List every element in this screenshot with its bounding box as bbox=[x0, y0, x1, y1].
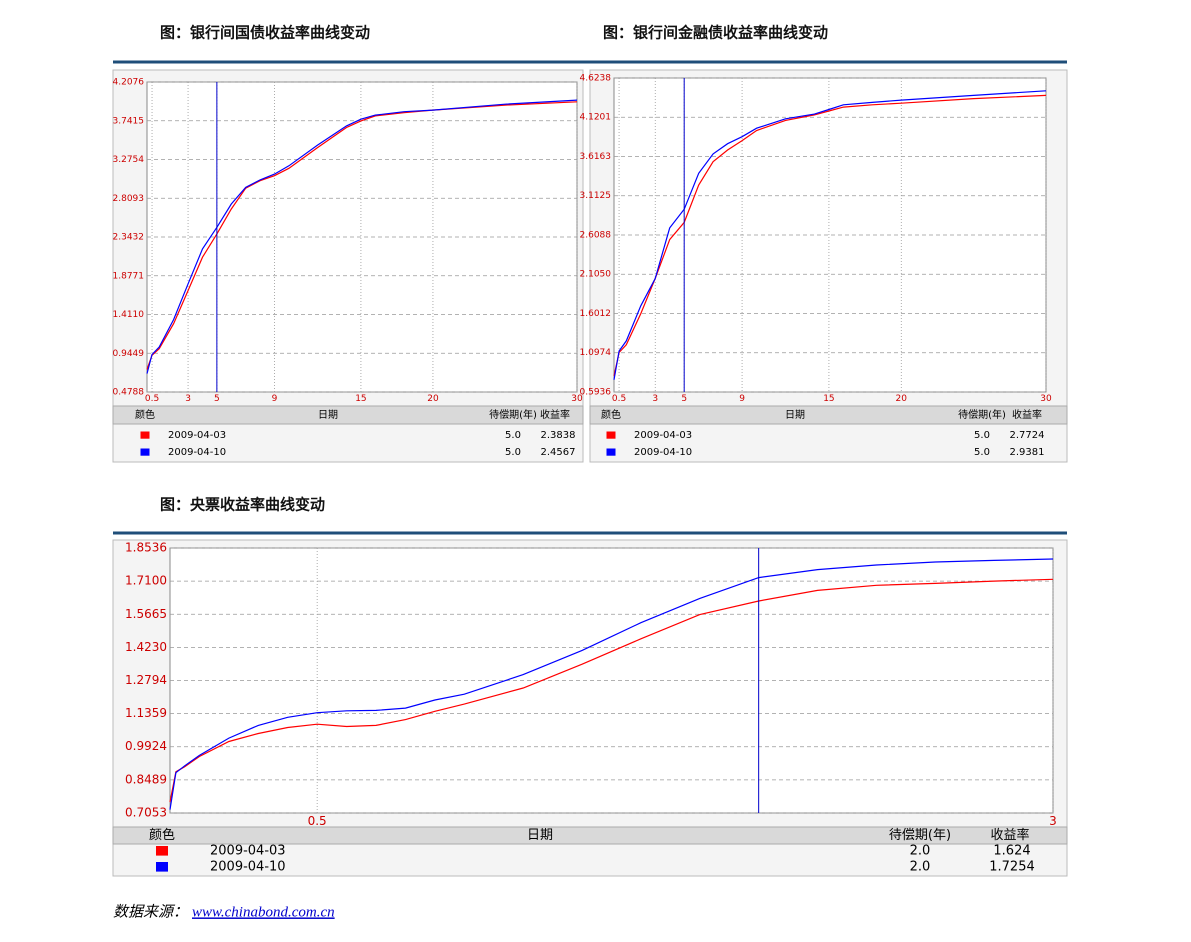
table-column: 待偿期(年) bbox=[958, 408, 1006, 421]
source-link[interactable]: www.chinabond.com.cn bbox=[192, 904, 335, 920]
table-cell: 2.7724 bbox=[1010, 430, 1045, 441]
legend-swatch bbox=[156, 862, 168, 872]
table-column: 颜色 bbox=[149, 827, 175, 843]
table-column: 日期 bbox=[785, 409, 805, 421]
table-cell: 1.624 bbox=[993, 844, 1030, 859]
y-tick-label: 1.8771 bbox=[113, 271, 145, 281]
chart-title: 图：银行间金融债收益率曲线变动 bbox=[603, 24, 828, 42]
table-column: 日期 bbox=[318, 409, 338, 421]
y-tick-label: 4.1201 bbox=[580, 113, 612, 123]
x-tick-label: 3 bbox=[185, 394, 191, 404]
y-tick-label: 2.3432 bbox=[113, 233, 145, 243]
x-tick-label: 20 bbox=[427, 394, 439, 404]
table-column: 颜色 bbox=[601, 408, 621, 421]
y-tick-label: 0.9449 bbox=[113, 349, 145, 359]
x-tick-label: 0.5 bbox=[145, 394, 159, 404]
series-line bbox=[613, 94, 1047, 377]
legend-entry: 2009-04-03 bbox=[168, 430, 226, 441]
y-tick-label: 1.7100 bbox=[125, 574, 167, 588]
legend-entry: 2009-04-03 bbox=[210, 844, 286, 859]
x-tick-label: 9 bbox=[739, 394, 745, 404]
y-tick-label: 1.8536 bbox=[125, 541, 167, 555]
y-tick-label: 3.1125 bbox=[580, 191, 612, 201]
table-cell: 2.0 bbox=[910, 844, 931, 859]
series-line bbox=[146, 101, 578, 370]
table-cell: 2.4567 bbox=[541, 447, 576, 458]
y-tick-label: 1.4230 bbox=[125, 640, 167, 654]
table-column: 待偿期(年) bbox=[889, 828, 951, 843]
y-tick-label: 1.6012 bbox=[580, 309, 612, 319]
x-tick-label: 0.5 bbox=[308, 814, 327, 828]
y-tick-label: 2.6088 bbox=[580, 230, 612, 240]
table-column: 收益率 bbox=[1012, 408, 1042, 421]
table-cell: 5.0 bbox=[505, 447, 521, 458]
x-tick-label: 30 bbox=[571, 394, 583, 404]
y-tick-label: 0.9924 bbox=[125, 739, 167, 753]
table-header bbox=[112, 405, 584, 425]
legend-swatch bbox=[606, 448, 616, 456]
legend-entry: 2009-04-10 bbox=[634, 447, 692, 458]
y-tick-label: 0.7053 bbox=[125, 806, 167, 820]
legend-entry: 2009-04-10 bbox=[210, 860, 286, 875]
x-tick-label: 15 bbox=[355, 394, 366, 404]
y-tick-label: 0.8489 bbox=[125, 772, 167, 786]
series-line bbox=[169, 558, 1054, 810]
x-tick-label: 0.5 bbox=[612, 394, 626, 404]
y-tick-label: 1.0974 bbox=[580, 348, 612, 358]
y-tick-label: 2.8093 bbox=[113, 194, 145, 204]
table-cell: 5.0 bbox=[505, 430, 521, 441]
y-tick-label: 1.5665 bbox=[125, 607, 167, 621]
table-header bbox=[112, 826, 1068, 845]
series-line bbox=[169, 578, 1054, 803]
y-tick-label: 4.6238 bbox=[580, 74, 612, 84]
table-column: 收益率 bbox=[990, 827, 1029, 843]
series-line bbox=[613, 90, 1047, 380]
table-column: 日期 bbox=[527, 828, 553, 843]
y-tick-label: 4.2076 bbox=[113, 78, 145, 88]
legend-entry: 2009-04-03 bbox=[634, 430, 692, 441]
y-tick-label: 1.1359 bbox=[125, 706, 167, 720]
table-column: 收益率 bbox=[540, 408, 570, 421]
y-tick-label: 1.4110 bbox=[113, 310, 145, 320]
legend-entry: 2009-04-10 bbox=[168, 447, 226, 458]
y-tick-label: 2.1050 bbox=[580, 270, 612, 280]
table-cell: 1.7254 bbox=[989, 860, 1035, 875]
table-cell: 2.9381 bbox=[1010, 447, 1045, 458]
x-tick-label: 5 bbox=[681, 394, 687, 404]
y-tick-label: 3.2754 bbox=[113, 155, 145, 165]
y-tick-label: 3.7415 bbox=[113, 116, 145, 126]
x-tick-label: 3 bbox=[652, 394, 658, 404]
legend-swatch bbox=[140, 448, 150, 456]
table-cell: 2.3838 bbox=[541, 430, 576, 441]
x-tick-label: 20 bbox=[896, 394, 908, 404]
table-column: 待偿期(年) bbox=[489, 408, 537, 421]
table-column: 颜色 bbox=[135, 408, 155, 421]
legend-swatch bbox=[156, 846, 168, 856]
x-tick-label: 15 bbox=[823, 394, 834, 404]
legend-swatch bbox=[140, 431, 150, 439]
legend-swatch bbox=[606, 431, 616, 439]
y-tick-label: 3.6163 bbox=[580, 152, 612, 162]
x-tick-label: 9 bbox=[272, 394, 278, 404]
chart-title: 图：央票收益率曲线变动 bbox=[160, 496, 325, 514]
x-tick-label: 3 bbox=[1049, 814, 1057, 828]
chart-title: 图：银行间国债收益率曲线变动 bbox=[160, 24, 370, 42]
y-tick-label: 0.5936 bbox=[580, 388, 612, 398]
x-tick-label: 5 bbox=[214, 394, 220, 404]
x-tick-label: 30 bbox=[1040, 394, 1052, 404]
table-header bbox=[589, 405, 1068, 425]
series-line bbox=[146, 99, 578, 374]
table-cell: 5.0 bbox=[974, 447, 990, 458]
y-tick-label: 1.2794 bbox=[125, 673, 167, 687]
table-cell: 5.0 bbox=[974, 430, 990, 441]
table-cell: 2.0 bbox=[910, 860, 931, 875]
source-label: 数据来源： bbox=[113, 903, 188, 920]
y-tick-label: 0.4788 bbox=[113, 388, 145, 398]
